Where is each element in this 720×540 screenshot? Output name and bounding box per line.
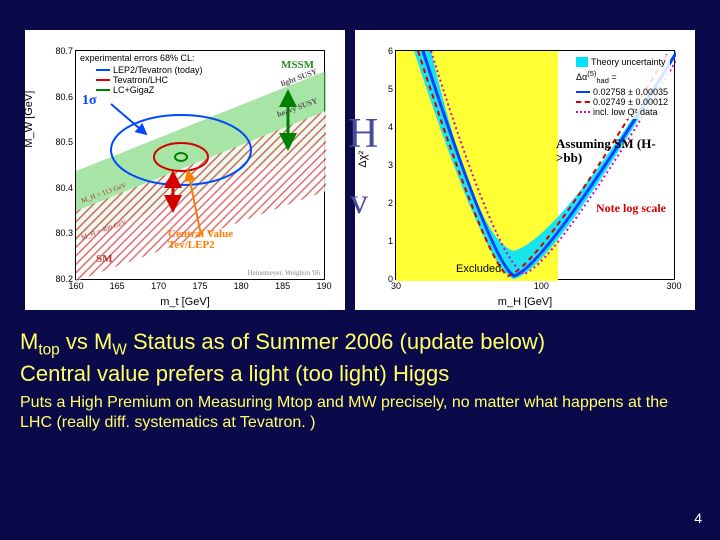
sub-text: Puts a High Premium on Measuring Mtop an… [20,393,700,433]
right-xlabel: m_H [GeV] [498,296,552,308]
mtop-mw-chart: M_W [GeV] m_t [GeV] [25,30,345,310]
right-plot-area: 0 1 2 3 4 5 6 30 100 300 Theory uncertai… [395,50,675,280]
xtick: 300 [666,279,681,291]
left-credit: Heinemeyer, Weiglein '06 [248,269,320,277]
assuming-label: Assuming SM (H->bb) [556,137,666,166]
ytick: 5 [388,84,396,94]
caption-block: Mtop vs MW Status as of Summer 2006 (upd… [0,320,720,433]
one-sigma-label: 1σ [82,93,97,109]
arrow-1sigma [111,104,146,134]
ytick: 80.4 [55,183,76,193]
main-line-1: Mtop vs MW Status as of Summer 2006 (upd… [20,328,700,360]
left-ylabel: M_W [GeV] [23,91,35,148]
page-number: 4 [694,510,702,526]
central-value-label: Central Value Tev/LEP2 [168,229,268,251]
xtick: 170 [151,279,166,291]
ytick: 3 [388,160,396,170]
delta-label: Δα(5)had = [576,69,668,85]
xtick: 165 [110,279,125,291]
ytick: 2 [388,198,396,208]
left-xlabel: m_t [GeV] [160,296,210,308]
xtick: 180 [234,279,249,291]
left-plot-area: 80.2 80.3 80.4 80.5 80.6 80.7 160 165 17… [75,50,325,280]
left-toptext: experimental errors 68% CL: [80,53,195,63]
xtick: 30 [391,279,401,291]
ytick: 80.5 [55,137,76,147]
main-line-2: Central value prefers a light (too light… [20,360,700,388]
left-legend: LEP2/Tevatron (today) Tevatron/LHC LC+Gi… [96,65,203,95]
xtick: 185 [275,279,290,291]
xtick: 160 [68,279,83,291]
ytick: 4 [388,122,396,132]
ytick: 80.3 [55,228,76,238]
ytick: 6 [388,46,396,56]
sm-label: SM [96,253,113,265]
bg-text-v: v [350,180,368,222]
excluded-label: Excluded [456,263,501,275]
note-log-label: Note log scale [596,201,666,216]
delta-chi2-chart: Δχ² m_H [GeV] 0 1 2 3 4 5 6 [355,30,695,310]
ytick: 80.7 [55,46,76,56]
xtick: 175 [192,279,207,291]
xtick: 100 [534,279,549,291]
xtick: 190 [316,279,331,291]
bg-text-h: H [348,110,378,158]
ytick: 80.6 [55,92,76,102]
right-legend: Theory uncertainty Δα(5)had = 0.02758 ± … [574,55,670,119]
ytick: 1 [388,236,396,246]
